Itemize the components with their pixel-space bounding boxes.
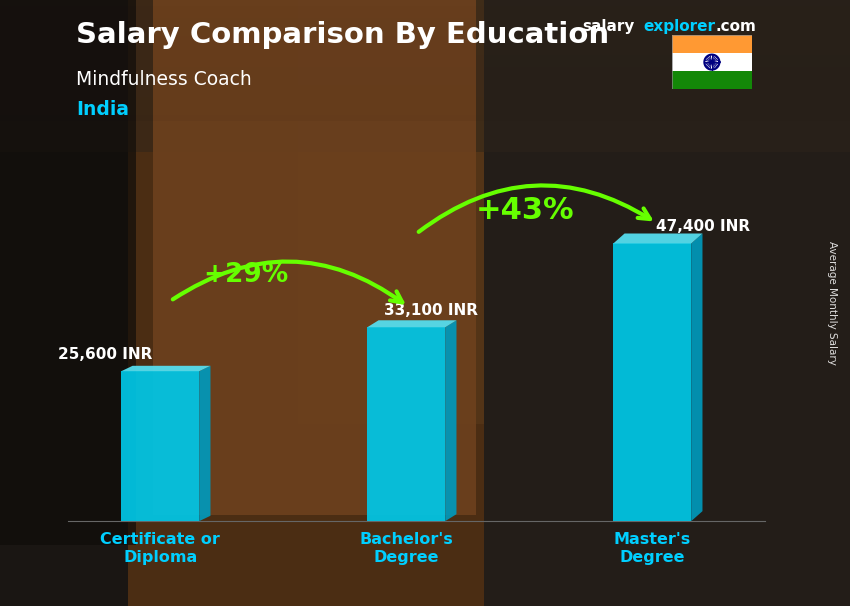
- Bar: [298, 0, 552, 424]
- Bar: [0, 0, 850, 6]
- Bar: [0, 115, 850, 121]
- Polygon shape: [122, 371, 199, 521]
- Polygon shape: [199, 366, 211, 521]
- Bar: [0, 109, 850, 115]
- Bar: [0, 79, 850, 85]
- Bar: [0, 36, 850, 42]
- Polygon shape: [367, 327, 445, 521]
- Bar: [0, 61, 850, 67]
- Bar: [128, 0, 484, 606]
- Bar: [672, 53, 752, 71]
- Bar: [0, 18, 850, 24]
- Polygon shape: [691, 233, 702, 521]
- Bar: [0, 67, 850, 73]
- Text: 47,400 INR: 47,400 INR: [656, 219, 751, 234]
- Bar: [0, 6, 850, 12]
- Bar: [0, 30, 850, 36]
- Text: India: India: [76, 100, 129, 119]
- Bar: [0, 0, 136, 545]
- Bar: [0, 97, 850, 103]
- Bar: [672, 35, 752, 53]
- Text: .com: .com: [716, 19, 756, 35]
- Bar: [0, 24, 850, 30]
- Bar: [0, 73, 850, 79]
- Bar: [0, 55, 850, 61]
- Text: salary: salary: [582, 19, 635, 35]
- Text: 25,600 INR: 25,600 INR: [58, 347, 152, 362]
- Bar: [0, 85, 850, 91]
- Bar: [672, 71, 752, 89]
- Bar: [0, 48, 850, 55]
- Circle shape: [711, 61, 713, 64]
- Text: Mindfulness Coach: Mindfulness Coach: [76, 70, 252, 88]
- Text: explorer: explorer: [643, 19, 716, 35]
- Bar: [0, 0, 153, 606]
- Text: Salary Comparison By Education: Salary Comparison By Education: [76, 21, 609, 49]
- Text: +29%: +29%: [204, 262, 289, 287]
- Polygon shape: [614, 244, 691, 521]
- Text: +43%: +43%: [476, 196, 575, 225]
- Bar: [0, 42, 850, 48]
- Bar: [0, 0, 850, 152]
- Bar: [0, 103, 850, 109]
- Polygon shape: [445, 321, 456, 521]
- Bar: [153, 0, 476, 515]
- Bar: [0, 91, 850, 97]
- Polygon shape: [122, 366, 211, 371]
- Bar: [0, 12, 850, 18]
- Bar: [484, 0, 850, 606]
- Polygon shape: [614, 233, 702, 244]
- Polygon shape: [367, 321, 456, 327]
- Text: Average Monthly Salary: Average Monthly Salary: [827, 241, 837, 365]
- Text: 33,100 INR: 33,100 INR: [384, 303, 478, 318]
